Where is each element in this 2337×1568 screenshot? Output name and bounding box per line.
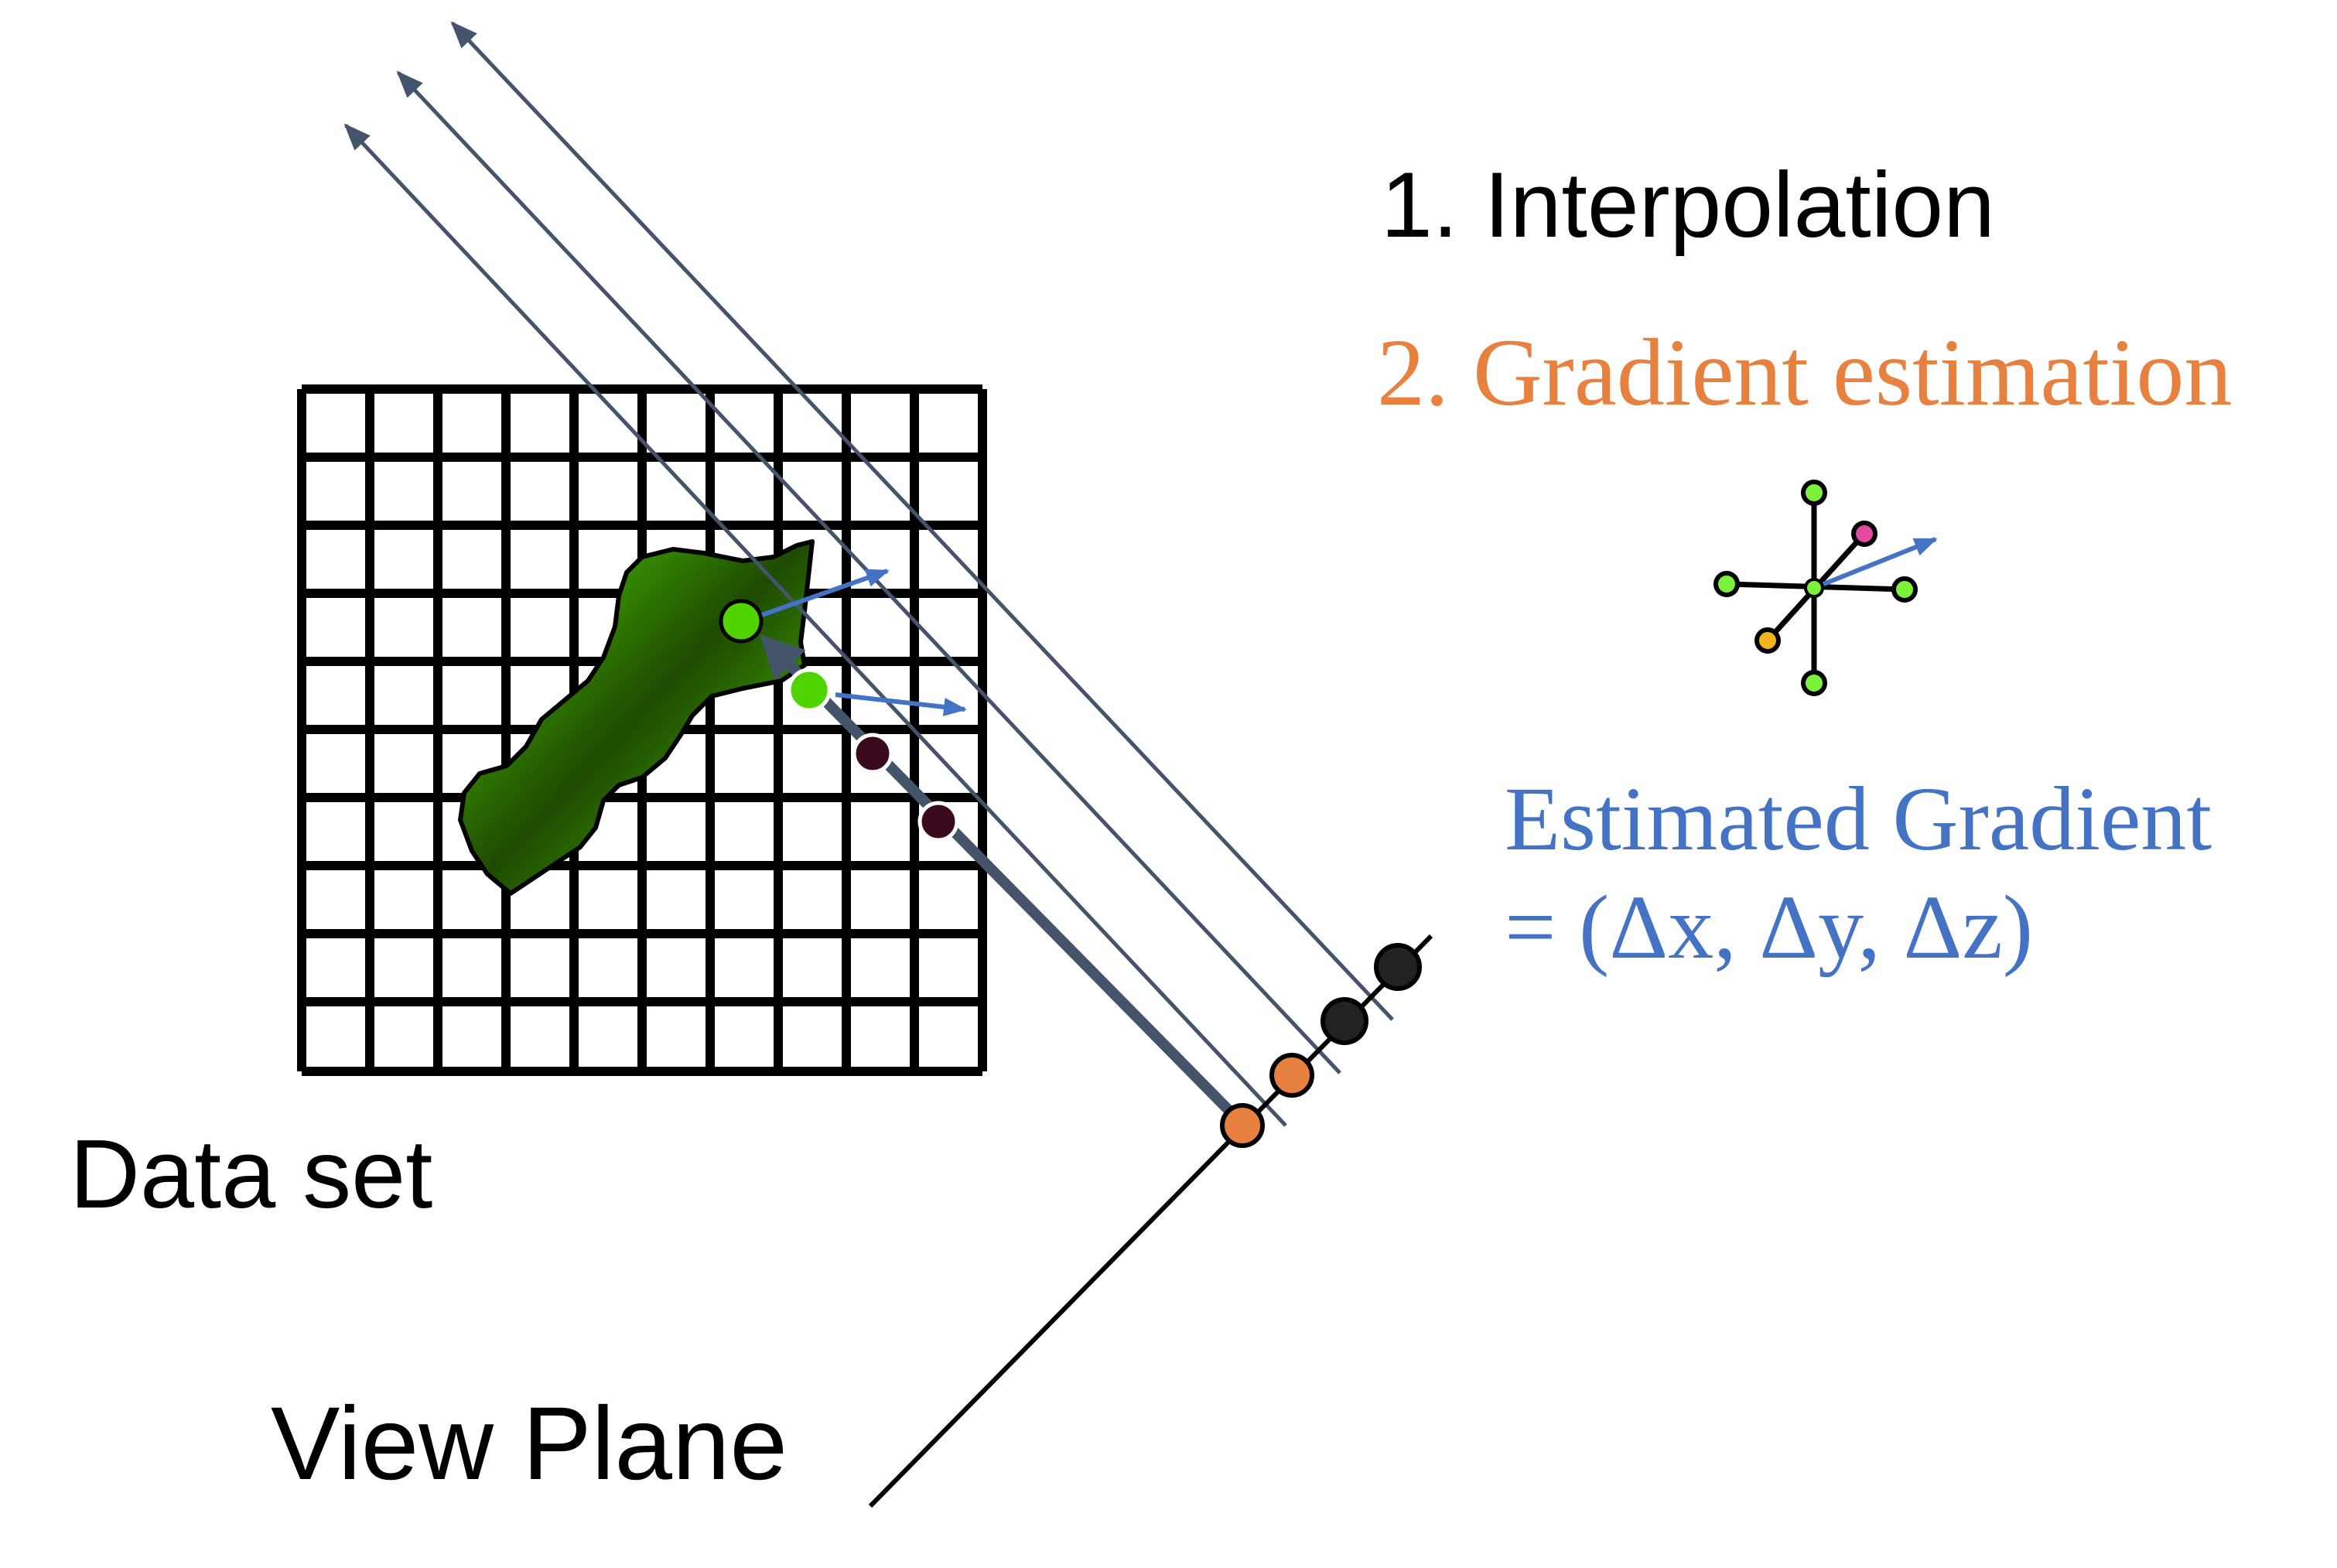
view-plane-pixel [1321, 997, 1368, 1045]
ray-2 [396, 70, 1341, 1074]
view-plane-pixel [1269, 1053, 1314, 1098]
sample-point [787, 668, 832, 712]
data-set-grid [297, 384, 987, 1076]
sample-point [719, 599, 764, 644]
ray-main [760, 634, 1242, 1123]
step-interpolation-label: 1. Interpolation [1381, 153, 1995, 257]
step-gradient-estimation-label: 2. Gradient estimation [1377, 319, 2233, 425]
gradient-arrow [761, 569, 890, 617]
sample-point [852, 733, 893, 774]
estimated-gradient-label: Estimated Gradient [1505, 768, 2212, 869]
ray-3 [450, 21, 1394, 1021]
data-set-label: Data set [70, 1119, 433, 1228]
view-plane-label: View Plane [271, 1386, 788, 1501]
sample-point [917, 801, 959, 842]
view-plane-pixel [1374, 943, 1422, 991]
view-plane-pixel [1220, 1103, 1265, 1148]
estimated-gradient-formula: = (Δx, Δy, Δz) [1505, 876, 2033, 978]
ray-1 [343, 123, 1287, 1127]
gradient-stencil-icon [1713, 480, 1938, 696]
gradient-arrow [835, 692, 967, 716]
